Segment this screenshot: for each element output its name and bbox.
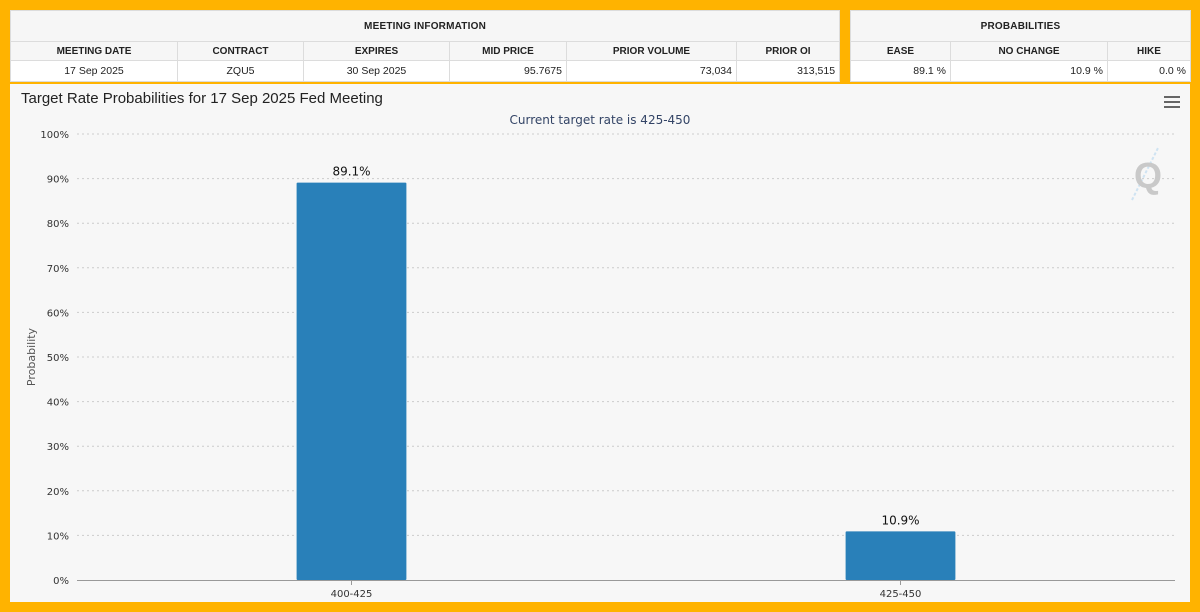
y-tick-label: 100% (40, 130, 69, 141)
y-tick-label: 90% (47, 175, 69, 186)
hamburger-menu-icon[interactable] (1164, 96, 1180, 108)
contract-value: ZQU5 (177, 60, 304, 82)
table-row: 17 Sep 2025 ZQU5 30 Sep 2025 95.7675 73,… (10, 60, 841, 82)
quikstrike-logo-icon: Q (1131, 147, 1162, 201)
y-tick-label: 20% (47, 487, 69, 498)
column-header-contract: CONTRACT (177, 41, 304, 61)
probabilities-table: PROBABILITIES EASE NO CHANGE HIKE 89.1 %… (849, 10, 1192, 82)
prior-volume-value: 73,034 (566, 60, 737, 82)
y-tick-label: 60% (47, 308, 69, 319)
y-tick-label: 10% (47, 531, 69, 542)
column-header-mid-price: MID PRICE (449, 41, 567, 61)
column-header-ease: EASE (850, 41, 951, 61)
data-label-400-425: 89.1% (332, 165, 370, 179)
column-header-no-change: NO CHANGE (950, 41, 1108, 61)
no-change-value: 10.9 % (950, 60, 1108, 82)
x-tick-label-400-425: 400-425 (331, 589, 373, 600)
x-tick-label-425-450: 425-450 (880, 589, 922, 600)
meeting-date-value: 17 Sep 2025 (10, 60, 178, 82)
mid-price-value: 95.7675 (449, 60, 567, 82)
probabilities-panel: PROBABILITIES EASE NO CHANGE HIKE 89.1 %… (849, 10, 1192, 82)
y-tick-label: 70% (47, 264, 69, 275)
ease-value: 89.1 % (850, 60, 951, 82)
y-tick-label: 0% (53, 576, 69, 587)
y-tick-label: 80% (47, 219, 69, 230)
bar-425-450 (845, 531, 956, 580)
prior-oi-value: 313,515 (735, 60, 841, 82)
chart-container: 0% 10% 20% 30% 40% 50% 60% 70% 80% 90% 100% Probabi… (10, 84, 1190, 602)
y-tick-label: 50% (47, 353, 69, 364)
watermark-letter: Q (1134, 155, 1162, 196)
chart-subtitle: Current target rate is 425-450 (509, 113, 691, 127)
bar-chart: 0% 10% 20% 30% 40% 50% 60% 70% 80% 90% 100% Probabi… (25, 130, 1175, 600)
column-header-expires: EXPIRES (303, 41, 450, 61)
y-tick-label: 30% (47, 442, 69, 453)
column-header-meeting-date: MEETING DATE (10, 41, 178, 61)
expires-value: 30 Sep 2025 (303, 60, 450, 82)
column-header-prior-volume: PRIOR VOLUME (566, 41, 737, 61)
meeting-information-header: MEETING INFORMATION (9, 10, 841, 42)
data-label-425-450: 10.9% (881, 513, 919, 527)
meeting-information-panel: MEETING INFORMATION MEETING DATE CONTRAC… (9, 10, 841, 82)
column-header-hike: HIKE (1106, 41, 1192, 61)
bar-400-425 (296, 182, 407, 580)
meeting-information-table: MEETING INFORMATION MEETING DATE CONTRAC… (9, 10, 841, 82)
column-header-prior-oi: PRIOR OI (735, 41, 841, 61)
hike-value: 0.0 % (1106, 60, 1192, 82)
y-axis-title: Probability (25, 327, 38, 386)
table-row: 89.1 % 10.9 % 0.0 % (850, 60, 1192, 82)
chart-title: Target Rate Probabilities for 17 Sep 202… (21, 90, 383, 107)
probabilities-header: PROBABILITIES (849, 10, 1192, 42)
y-tick-label: 40% (47, 398, 69, 409)
